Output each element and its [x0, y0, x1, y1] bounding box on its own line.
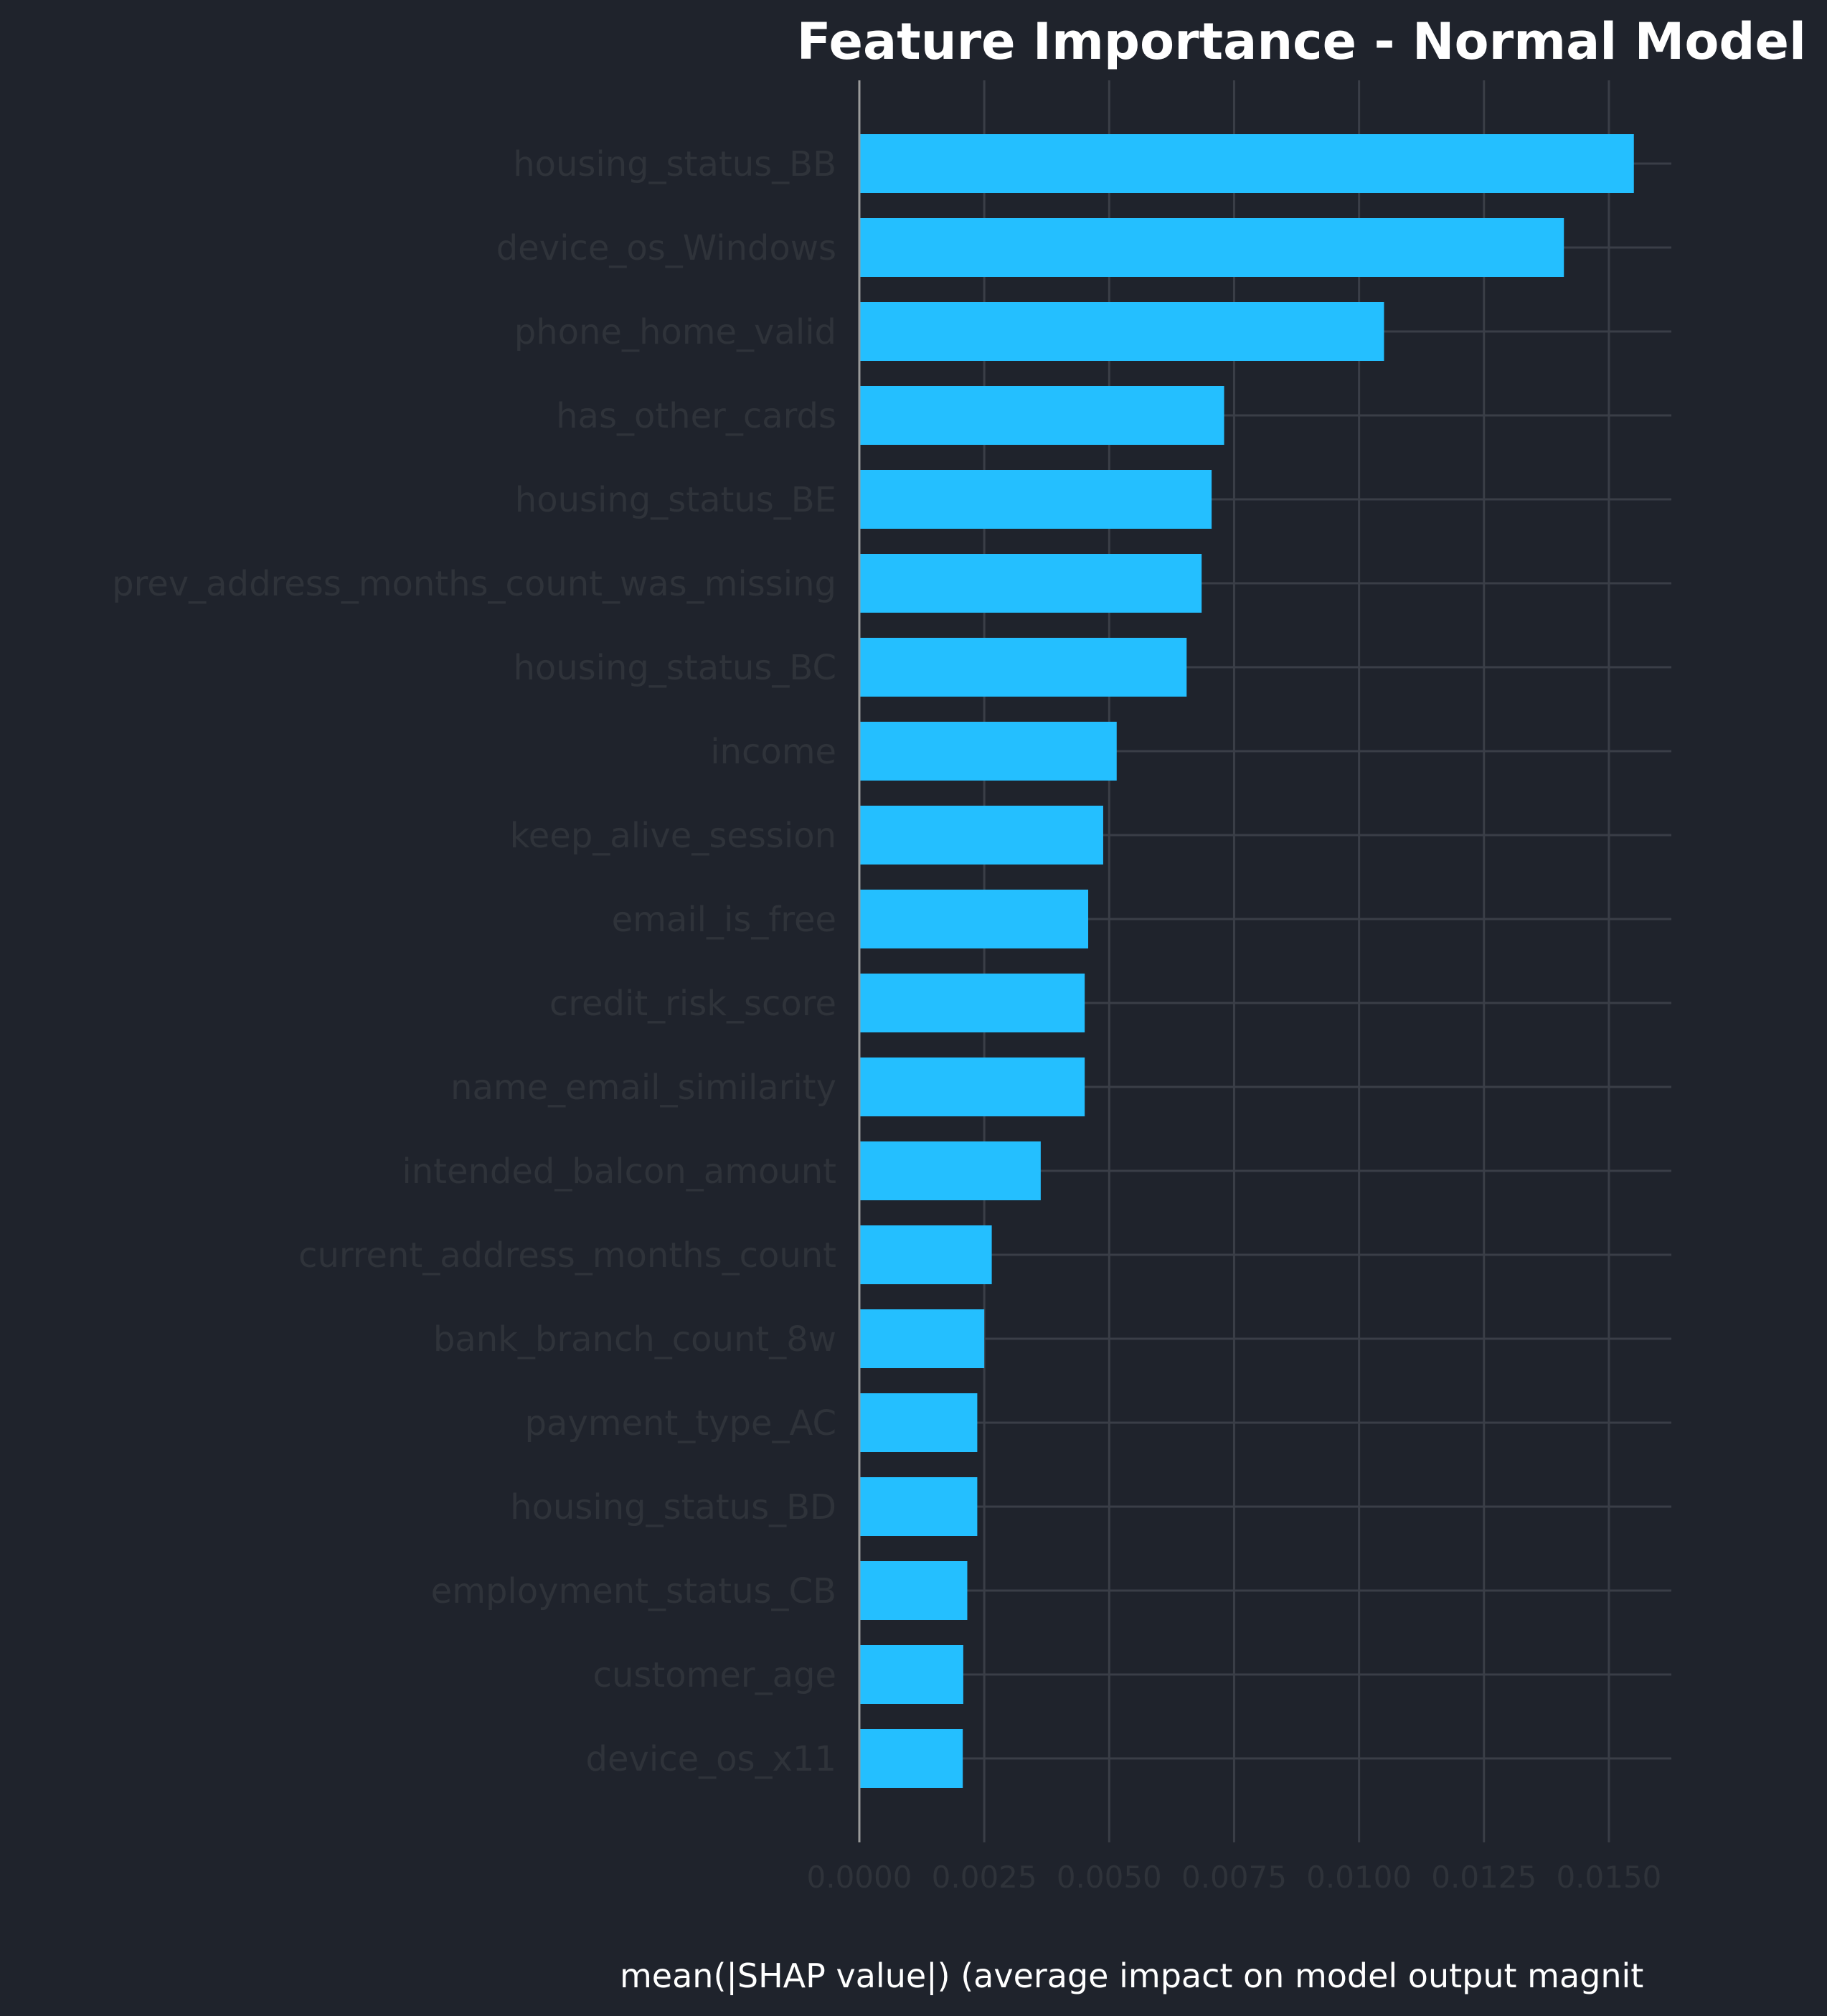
y-tick-label: housing_status_BD — [510, 1487, 836, 1527]
bar — [859, 1393, 978, 1452]
x-tick-label: 0.0050 — [1057, 1860, 1162, 1895]
x-tick-labels: 0.0000 0.0025 0.0050 0.0075 0.0100 0.0125 0.01… — [807, 1860, 1662, 1895]
y-tick-labels: housing_status_BB device_os_Windows phone_… — [112, 144, 836, 1779]
x-tick-label: 0.0150 — [1556, 1860, 1661, 1895]
bars — [859, 134, 1634, 1788]
bar — [859, 638, 1187, 697]
bar — [859, 1309, 985, 1368]
x-tick-label: 0.0000 — [807, 1860, 912, 1895]
y-tick-label: device_os_x11 — [585, 1739, 836, 1779]
bar — [859, 218, 1564, 277]
bar — [859, 890, 1089, 948]
y-tick-label: customer_age — [593, 1655, 836, 1695]
y-tick-label: email_is_free — [612, 900, 836, 940]
bar — [859, 470, 1212, 529]
y-tick-label: payment_type_AC — [524, 1403, 836, 1443]
y-tick-label: prev_address_months_count_was_missing — [112, 564, 836, 604]
bar — [859, 1058, 1085, 1116]
x-tick-label: 0.0125 — [1431, 1860, 1536, 1895]
bar — [859, 302, 1384, 361]
bar — [859, 722, 1117, 781]
y-tick-label: intended_balcon_amount — [402, 1151, 836, 1192]
bar — [859, 134, 1634, 193]
y-tick-label: income — [710, 732, 836, 772]
bar — [859, 1141, 1041, 1200]
x-tick-label: 0.0075 — [1181, 1860, 1287, 1895]
chart-title: Feature Importance - Normal Model — [797, 12, 1806, 71]
y-tick-label: device_os_Windows — [496, 228, 836, 268]
bar — [859, 554, 1202, 613]
bar — [859, 974, 1085, 1032]
y-tick-label: employment_status_CB — [431, 1571, 836, 1611]
bar — [859, 806, 1103, 865]
y-tick-label: phone_home_valid — [514, 312, 836, 352]
y-tick-label: has_other_cards — [556, 396, 836, 436]
y-tick-label: credit_risk_score — [549, 984, 836, 1024]
y-tick-label: housing_status_BE — [515, 480, 836, 520]
y-tick-label: current_address_months_count — [298, 1235, 836, 1276]
bar — [859, 1729, 963, 1788]
x-axis-label: mean(|SHAP value|) (average impact on mo… — [620, 1956, 1643, 1996]
bar — [859, 1477, 978, 1536]
bar — [859, 1225, 992, 1284]
x-tick-label: 0.0025 — [932, 1860, 1037, 1895]
bar — [859, 1645, 963, 1704]
y-tick-label: keep_alive_session — [510, 816, 836, 856]
bar — [859, 1561, 968, 1620]
bar — [859, 386, 1224, 445]
y-tick-label: housing_status_BC — [513, 648, 836, 688]
y-tick-label: name_email_similarity — [450, 1068, 836, 1108]
x-tick-label: 0.0100 — [1306, 1860, 1412, 1895]
y-tick-label: bank_branch_count_8w — [433, 1319, 836, 1360]
y-tick-label: housing_status_BB — [513, 144, 836, 184]
